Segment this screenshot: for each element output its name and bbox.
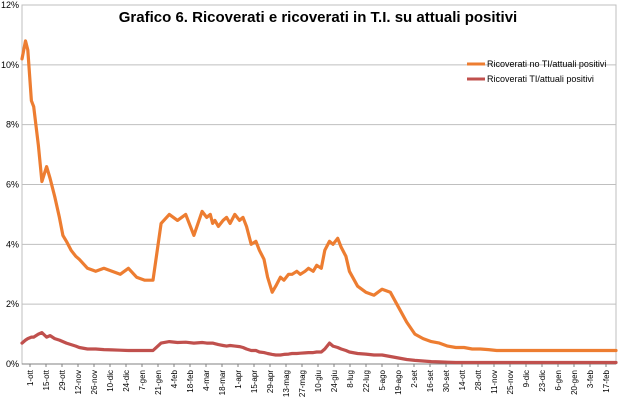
x-tick-label: 15-apr: [250, 370, 259, 393]
x-tick-label: 26-nov: [90, 370, 99, 394]
legend-label: Ricoverati no TI/attuali positivi: [487, 59, 606, 69]
x-tick-label: 6-gen: [554, 370, 563, 390]
x-tick-label: 21-gen: [154, 370, 163, 395]
x-tick-label: 4-feb: [170, 369, 179, 388]
chart-title: Grafico 6. Ricoverati e ricoverati in T.…: [119, 9, 517, 26]
x-tick-label: 5-ago: [378, 369, 387, 390]
x-tick-label: 1-apr: [234, 370, 243, 389]
x-tick-label: 23-dic: [538, 370, 547, 392]
x-tick-label: 27-mag: [298, 370, 307, 397]
x-tick-label: 1-ott: [26, 369, 35, 386]
y-tick-label: 10%: [1, 60, 19, 70]
x-tick-label: 11-nov: [490, 370, 499, 394]
x-tick-label: 10-giu: [314, 370, 323, 392]
x-tick-label: 30-set: [442, 369, 451, 392]
x-tick-label: 18-mar: [218, 370, 227, 396]
y-tick-label: 2%: [6, 299, 19, 309]
series-line-1: [20, 39, 618, 353]
x-tick-label: 4-mar: [202, 370, 211, 391]
x-tick-label: 14-ott: [458, 369, 467, 390]
x-tick-label: 10-dic: [106, 370, 115, 392]
x-tick-label: 13-mag: [282, 370, 291, 397]
y-tick-label: 8%: [6, 120, 19, 130]
x-tick-label: 16-set: [426, 369, 435, 392]
y-tick-label: 6%: [6, 180, 19, 190]
x-tick-label: 29-apr: [266, 370, 275, 393]
x-tick-label: 19-ago: [394, 369, 403, 394]
x-tick-label: 17-feb: [602, 369, 611, 392]
x-tick-label: 7-gen: [138, 370, 147, 390]
legend-label: Ricoverati TI/attuali positivi: [487, 74, 594, 84]
y-tick-label: 0%: [6, 359, 19, 369]
x-tick-label: 22-lug: [362, 370, 371, 392]
y-tick-label: 4%: [6, 239, 19, 249]
y-tick-label: 12%: [1, 0, 19, 10]
x-tick-label: 2-set: [410, 369, 419, 388]
x-tick-label: 25-nov: [506, 370, 515, 394]
x-tick-label: 9-dic: [522, 370, 531, 387]
series-line-2: [20, 331, 618, 365]
x-tick-label: 29-ott: [58, 369, 67, 390]
x-tick-label: 24-dic: [122, 370, 131, 392]
x-tick-label: 28-ott: [474, 369, 483, 390]
x-tick-label: 20-gen: [570, 370, 579, 395]
x-tick-label: 12-nov: [74, 370, 83, 394]
x-tick-label: 15-ott: [42, 369, 51, 390]
x-tick-label: 24-giu: [330, 370, 339, 392]
x-tick-label: 18-feb: [186, 369, 195, 392]
x-tick-label: 8-lug: [346, 370, 355, 388]
x-tick-label: 3-feb: [586, 369, 595, 388]
